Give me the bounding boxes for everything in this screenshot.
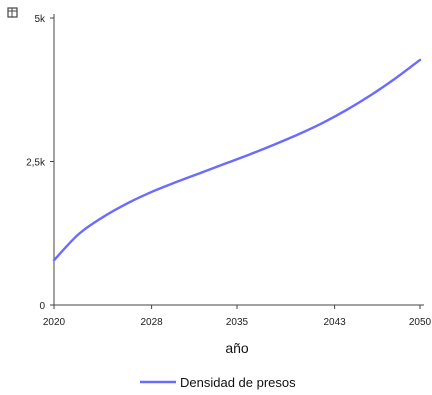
x-tick-label: 2035 (226, 317, 249, 328)
x-tick-label: 2028 (140, 317, 163, 328)
x-tick-label: 2020 (43, 317, 66, 328)
x-tick-label: 2043 (323, 317, 346, 328)
y-tick-label: 2,5k (26, 158, 46, 169)
x-tick-label: 2050 (409, 317, 432, 328)
legend-label: Densidad de presos (180, 375, 296, 390)
series-line (52, 58, 422, 262)
x-axis-ticks: 2020 2028 2035 2043 2050 (43, 305, 432, 328)
x-axis-title: año (225, 340, 249, 356)
y-axis-ticks: 0 2,5k 5k (26, 14, 54, 312)
y-tick-label: 5k (34, 14, 46, 25)
y-tick-label: 0 (39, 301, 45, 312)
corner-icon[interactable] (7, 7, 18, 18)
legend[interactable]: Densidad de presos (140, 375, 296, 390)
